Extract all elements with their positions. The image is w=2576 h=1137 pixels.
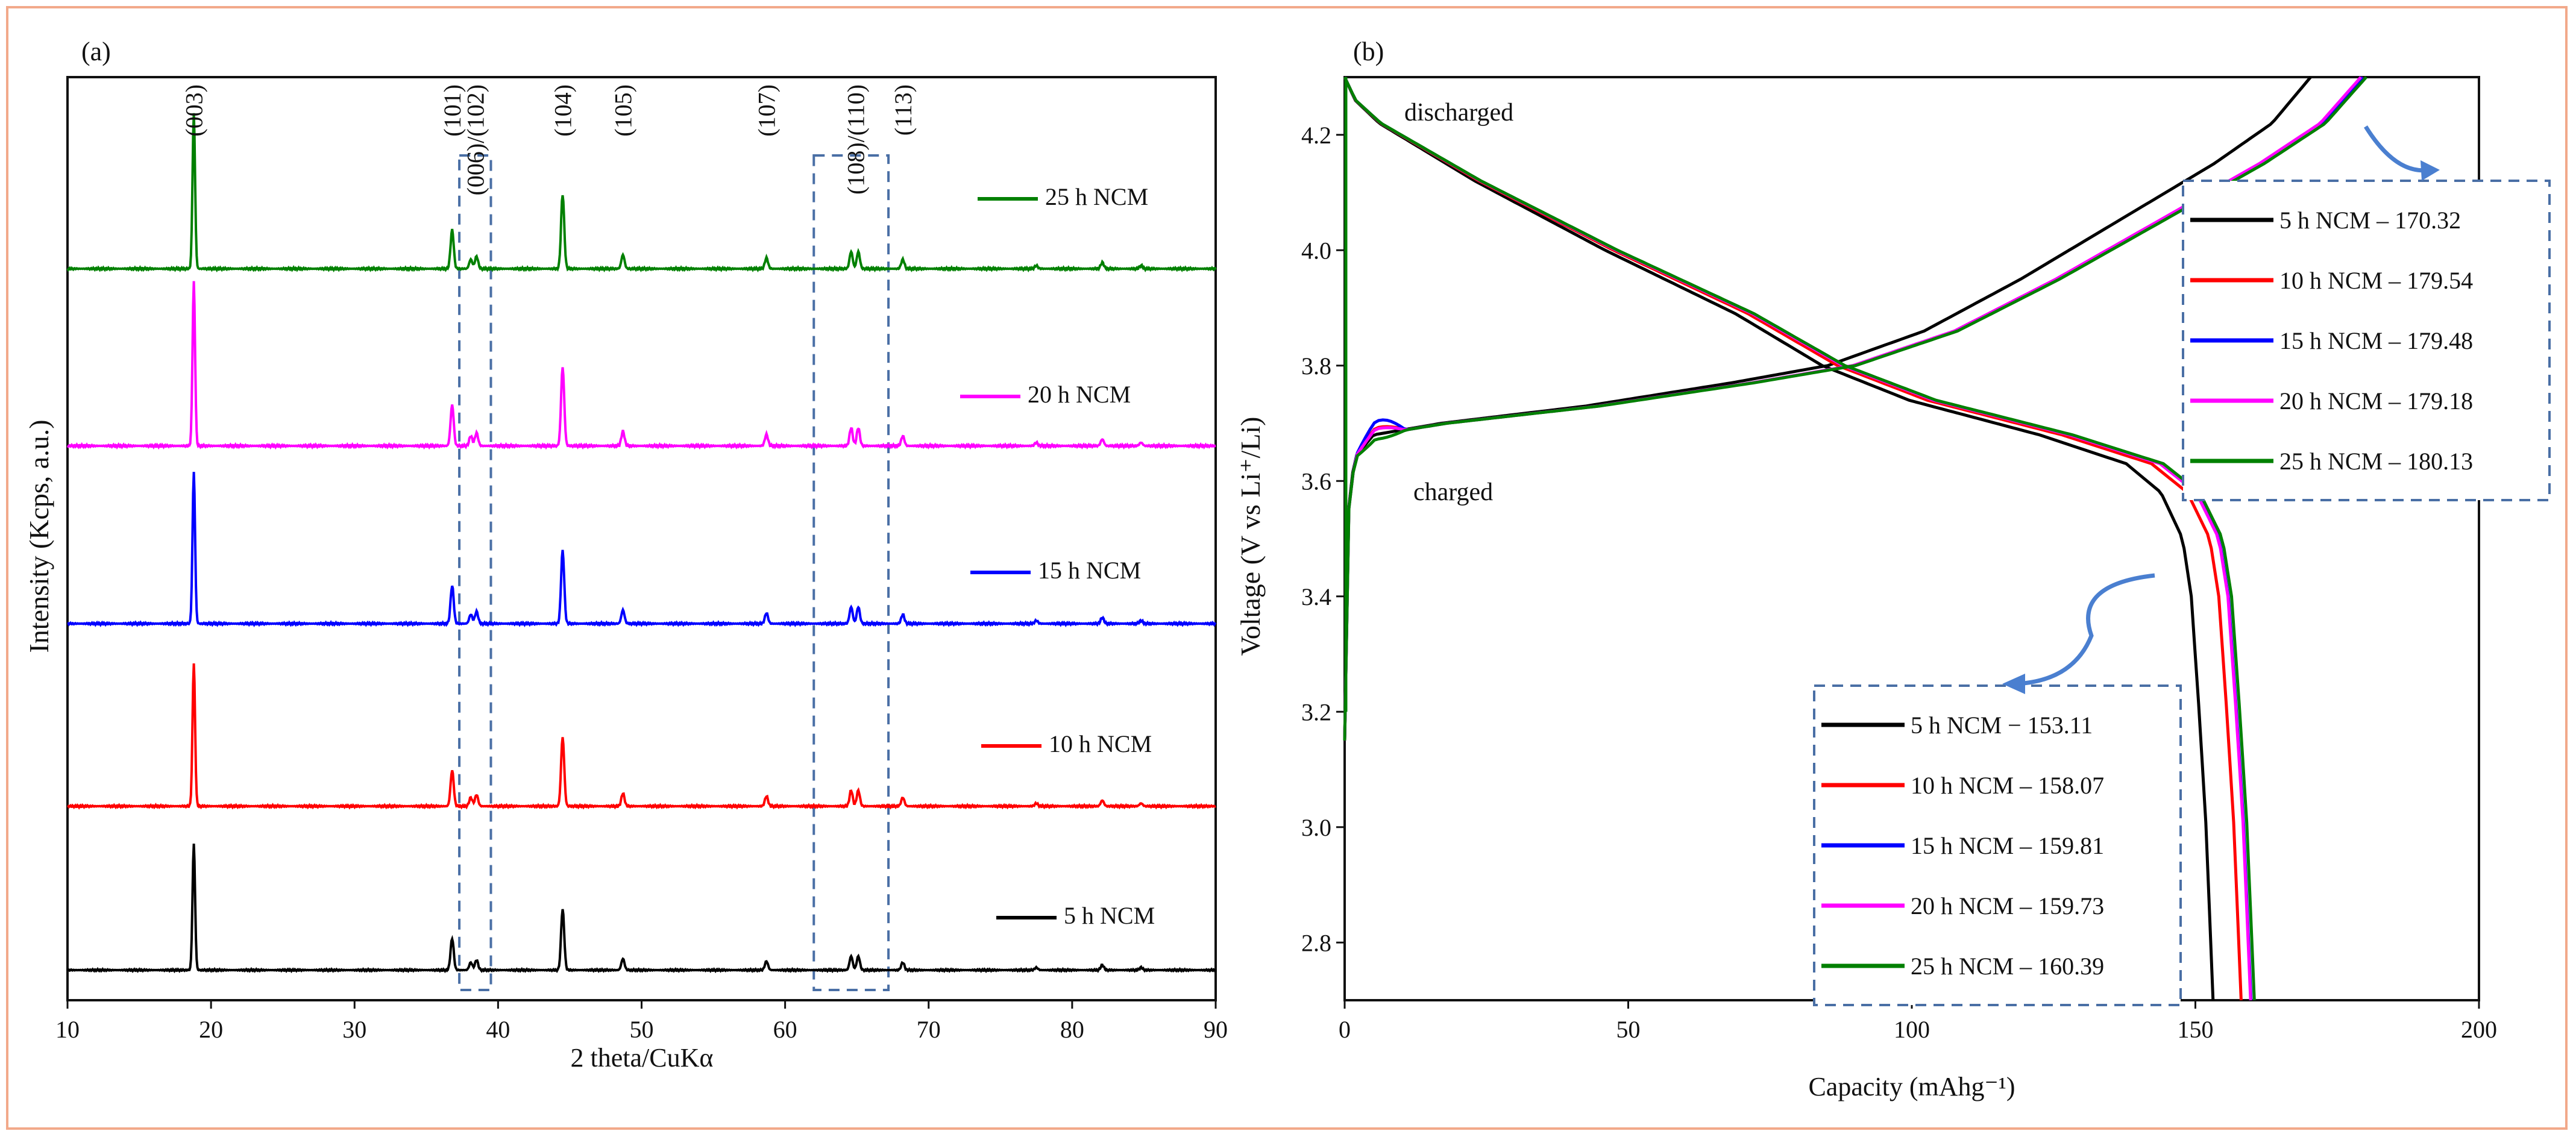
xrd-x-ticks: 10 20 30 40 50 60 70 80 90 [55,1000,1228,1043]
xrd-highlight-box [812,154,890,991]
panel-b-label: (b) [1353,37,1384,66]
panel-a-label: (a) [81,37,111,66]
discharged-annotation: discharged [1404,99,1513,127]
voltage-y-tick-label: 2.8 [1301,929,1331,956]
xrd-x-tick-label: 70 [917,1016,941,1043]
legend-entry: 20 h NCM – 179.18 [2279,387,2473,415]
xrd-peak-label: (105) [610,84,637,137]
xrd-x-tick-label: 80 [1060,1016,1084,1043]
xrd-x-tick-label: 40 [486,1016,510,1043]
charge-capacity-legend: 5 h NCM – 170.32 10 h NCM – 179.54 15 h NC… [2182,180,2551,501]
charge-legend-arrowhead [2420,160,2440,181]
voltage-x-axis-label: Capacity (mAhg⁻¹) [1808,1072,2015,1101]
xrd-peak-label: (101) [439,84,466,137]
voltage-x-tick-label: 150 [2178,1016,2214,1043]
voltage-y-tick-label: 3.2 [1301,698,1331,725]
xrd-x-tick-label: 90 [1204,1016,1228,1043]
voltage-ticks: 0 50 100 150 200 2.8 3.0 3.2 3.4 3.6 3.8 4.0 4.2 [1301,122,2497,1043]
voltage-y-axis-label: Voltage (V vs Li⁺/Li) [1235,417,1266,656]
xrd-legend-label: 20 h NCM [1028,381,1131,408]
xrd-legend-label: 25 h NCM [1045,183,1148,210]
xrd-x-tick-label: 30 [342,1016,366,1043]
xrd-series-line [67,472,1217,628]
xrd-legend: 5 h NCM 10 h NCM 15 h NCM 20 h NCM 25 h NCM [960,183,1155,929]
voltage-x-tick-label: 200 [2461,1016,2497,1043]
xrd-x-axis-label: 2 theta/CuKα [571,1043,714,1073]
xrd-peak-label: (104) [550,84,577,137]
legend-entry: 10 h NCM – 158.07 [1911,772,2104,799]
voltage-y-tick-label: 3.8 [1301,352,1331,380]
xrd-legend-label: 5 h NCM [1064,902,1155,929]
xrd-peak-labels: (003) (101)(006)/(102) (104) (105) (107) (108… [181,84,917,195]
xrd-peak-label: (108)/(110) [842,84,869,195]
legend-entry: 15 h NCM – 179.48 [2279,327,2473,354]
discharge-legend-arrowhead [2002,674,2025,694]
xrd-highlight-boxes [458,154,890,991]
xrd-series-line [66,844,1217,974]
voltage-y-tick-label: 3.6 [1301,468,1331,495]
voltage-y-tick-label: 4.2 [1301,122,1331,149]
xrd-peak-label: (107) [753,84,781,137]
voltage-x-tick-label: 50 [1616,1016,1641,1043]
xrd-legend-label: 10 h NCM [1049,730,1152,757]
voltage-curves [1343,76,2367,1001]
legend-entry: 5 h NCM − 153.11 [1911,712,2093,739]
xrd-series-group [66,113,1217,974]
xrd-series-line [66,281,1216,450]
discharge-curve [1343,76,2215,1001]
xrd-peak-label: (006)/(102) [462,84,489,195]
discharge-legend-arrow [2015,573,2155,686]
xrd-plot-frame [66,76,1217,1001]
xrd-peak-label: (113) [890,84,917,136]
voltage-y-tick-label: 3.4 [1301,583,1331,610]
xrd-series-line [67,663,1216,810]
legend-entry: 10 h NCM – 179.54 [2279,267,2473,294]
voltage-panel: (b) 0 50 100 150 200 2.8 3.0 3.2 3.4 3.6 3.8 4.0 4.2… [1235,37,2551,1101]
xrd-panel: (a) 10 20 30 40 50 60 70 80 90 (003) (101)(006)/(… [24,37,1228,1073]
charge-legend-arrow [2364,125,2430,173]
legend-entry: 25 h NCM – 160.39 [1911,953,2104,980]
charged-annotation: charged [1413,478,1493,506]
discharge-curve [1343,76,2256,1001]
voltage-x-tick-label: 0 [1339,1016,1351,1043]
xrd-series-line [66,113,1217,273]
xrd-legend-label: 15 h NCM [1038,557,1141,584]
voltage-x-tick-label: 100 [1894,1016,1930,1043]
legend-entry: 5 h NCM – 170.32 [2279,207,2461,234]
xrd-x-tick-label: 20 [199,1016,223,1043]
xrd-x-tick-label: 50 [630,1016,654,1043]
legend-arrows [2002,125,2440,694]
xrd-peak-label: (003) [181,84,208,137]
voltage-y-tick-label: 4.0 [1301,237,1331,264]
xrd-x-tick-label: 60 [773,1016,797,1043]
charge-curve [1343,76,2312,741]
voltage-y-tick-label: 3.0 [1301,814,1331,841]
legend-entry: 20 h NCM – 159.73 [1911,892,2104,919]
xrd-x-tick-label: 10 [55,1016,80,1043]
xrd-y-axis-label: Intensity (Kcps, a.u.) [24,419,54,653]
xrd-highlight-box [458,154,492,991]
legend-entry: 25 h NCM – 180.13 [2279,448,2473,475]
discharge-capacity-legend: 5 h NCM − 153.11 10 h NCM – 158.07 15 h NC… [1813,684,2182,1006]
legend-entry: 15 h NCM – 159.81 [1911,832,2104,859]
